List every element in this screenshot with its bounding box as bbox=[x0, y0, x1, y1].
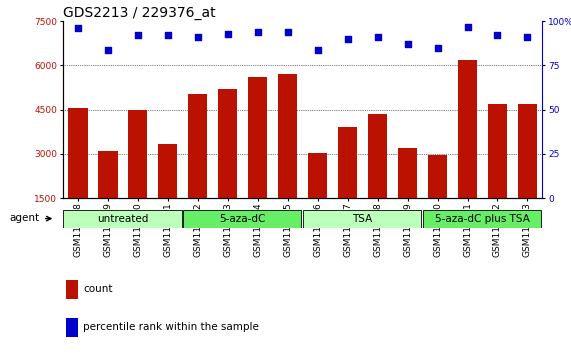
Point bbox=[523, 34, 532, 40]
Bar bbox=[158, 144, 178, 242]
Point bbox=[163, 33, 172, 38]
Bar bbox=[368, 114, 387, 242]
Point bbox=[493, 33, 502, 38]
Point bbox=[403, 41, 412, 47]
Text: percentile rank within the sample: percentile rank within the sample bbox=[83, 322, 259, 332]
Bar bbox=[518, 104, 537, 242]
Bar bbox=[278, 74, 297, 242]
Bar bbox=[308, 153, 327, 242]
Bar bbox=[458, 59, 477, 242]
Text: untreated: untreated bbox=[97, 213, 148, 224]
Bar bbox=[98, 151, 118, 242]
FancyBboxPatch shape bbox=[183, 210, 301, 228]
Bar bbox=[188, 93, 207, 242]
Bar bbox=[218, 89, 238, 242]
Text: TSA: TSA bbox=[352, 213, 373, 224]
Bar bbox=[488, 104, 507, 242]
Bar bbox=[68, 108, 87, 242]
Point bbox=[343, 36, 352, 42]
Point bbox=[313, 47, 322, 52]
FancyBboxPatch shape bbox=[303, 210, 421, 228]
Bar bbox=[338, 127, 357, 242]
Point bbox=[223, 31, 232, 36]
Bar bbox=[128, 110, 147, 242]
Point bbox=[103, 47, 112, 52]
Bar bbox=[248, 77, 267, 242]
Text: agent: agent bbox=[9, 213, 39, 223]
Text: 5-aza-dC plus TSA: 5-aza-dC plus TSA bbox=[435, 213, 530, 224]
FancyBboxPatch shape bbox=[423, 210, 541, 228]
Text: 5-aza-dC: 5-aza-dC bbox=[219, 213, 266, 224]
Point bbox=[73, 25, 82, 31]
Text: GDS2213 / 229376_at: GDS2213 / 229376_at bbox=[63, 6, 215, 20]
Point bbox=[133, 33, 142, 38]
Point bbox=[193, 34, 202, 40]
Bar bbox=[428, 155, 447, 242]
Point bbox=[463, 24, 472, 29]
Point bbox=[373, 34, 382, 40]
Bar bbox=[66, 318, 78, 337]
Text: count: count bbox=[83, 284, 113, 295]
Point bbox=[433, 45, 442, 51]
Point bbox=[283, 29, 292, 35]
FancyBboxPatch shape bbox=[63, 210, 182, 228]
Bar bbox=[398, 148, 417, 242]
Point bbox=[253, 29, 262, 35]
Bar bbox=[66, 280, 78, 299]
